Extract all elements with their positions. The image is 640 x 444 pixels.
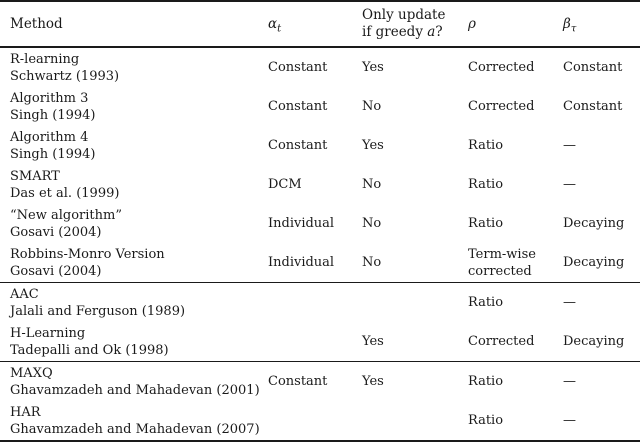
method-name: SMART [10,168,60,184]
method-citation: Gosavi (2004) [10,224,102,240]
table-row: MAXQ Ghavamzadeh and Mahadevan (2001) Co… [0,362,640,402]
col-header-method-label: Method [10,15,63,32]
rho-value: Ratio [468,216,504,231]
method-name: MAXQ [10,365,53,381]
method-cell: H-Learning Tadepalli and Ok (1998) [0,322,268,362]
greedy-update-value: Yes [362,138,384,153]
alpha-value: Individual [268,216,335,231]
alpha-value: DCM [268,177,302,192]
beta-value: Decaying [563,322,640,362]
alpha-value: Constant [268,138,328,153]
beta-value: Constant [563,99,623,114]
method-cell: MAXQ Ghavamzadeh and Mahadevan (2001) [0,362,268,402]
beta-symbol: β [563,15,571,32]
method-cell: AAC Jalali and Ferguson (1989) [0,283,268,323]
table-row: Algorithm 4 Singh (1994) Constant Yes Ra… [0,126,640,165]
method-cell: Algorithm 3 Singh (1994) [0,87,268,126]
method-cell: R-learning Schwartz (1993) [0,47,268,87]
beta-value: — [563,138,576,153]
greedy-update-value [362,401,468,441]
method-name: H-Learning [10,325,86,341]
greedy-update-value: No [362,177,382,192]
rho-value: Ratio [468,138,504,153]
greedy-action-variable: a [427,24,436,40]
method-citation: Singh (1994) [10,146,96,162]
rho-value: Corrected [468,99,535,114]
table-row: Robbins-Monro Version Gosavi (2004) Indi… [0,243,640,283]
beta-value: Decaying [563,243,640,283]
method-cell: SMART Das et al. (1999) [0,165,268,204]
table-body: R-learning Schwartz (1993) Constant Yes … [0,47,640,441]
alpha-value: Constant [268,60,328,75]
method-cell: Algorithm 4 Singh (1994) [0,126,268,165]
alpha-value: Individual [268,243,362,283]
beta-value: Constant [563,60,623,75]
greedy-update-value: Yes [362,322,468,362]
method-name: R-learning [10,51,80,67]
greedy-update-value: No [362,243,468,283]
alpha-value [268,283,362,323]
method-cell: Robbins-Monro Version Gosavi (2004) [0,243,268,283]
beta-value: Decaying [563,216,625,231]
col-header-method: Method [0,1,268,48]
beta-value: — [563,177,576,192]
rho-symbol: ρ [468,15,476,32]
method-name: Algorithm 3 [10,90,89,106]
method-citation: Singh (1994) [10,107,96,123]
beta-value: — [563,374,576,389]
method-citation: Das et al. (1999) [10,185,120,201]
method-cell: HAR Ghavamzadeh and Mahadevan (2007) [0,401,268,441]
rho-value: Corrected [468,322,563,362]
beta-value: — [563,295,576,310]
table-row: SMART Das et al. (1999) DCM No Ratio — [0,165,640,204]
method-citation: Ghavamzadeh and Mahadevan (2007) [10,421,260,437]
method-citation: Tadepalli and Ok (1998) [10,342,169,358]
rho-value: Ratio [468,177,504,192]
table-row: Algorithm 3 Singh (1994) Constant No Cor… [0,87,640,126]
method-citation: Jalali and Ferguson (1989) [10,303,186,319]
col-header-greedy-update: Only update if greedy a? [362,1,468,48]
alpha-value: Constant [268,374,328,389]
rho-value: Ratio [468,413,504,428]
table-row: “New algorithm” Gosavi (2004) Individual… [0,204,640,243]
alpha-value: Constant [268,99,328,114]
alpha-value [268,322,362,362]
rho-value: Ratio [468,374,504,389]
alpha-symbol: α [268,15,278,32]
greedy-update-value [362,283,468,323]
method-citation: Ghavamzadeh and Mahadevan (2001) [10,382,260,398]
method-name: Robbins-Monro Version [10,246,165,262]
table-row: H-Learning Tadepalli and Ok (1998) Yes C… [0,322,640,362]
beta-value: — [563,413,576,428]
col-header-beta: βτ [563,1,640,48]
greedy-update-value: Yes [362,60,384,75]
rho-value: Ratio [468,295,504,310]
method-citation: Schwartz (1993) [10,68,120,84]
beta-subscript: τ [570,23,577,35]
method-name: AAC [10,286,39,302]
rho-value: Term-wise corrected [468,243,563,283]
header-row: Method αt Only update if greedy a? ρ βτ [0,1,640,48]
greedy-header-line1: Only update [362,7,446,23]
greedy-header-line2: if greedy a? [362,24,443,40]
method-name: HAR [10,404,41,420]
table-row: R-learning Schwartz (1993) Constant Yes … [0,47,640,87]
method-cell: “New algorithm” Gosavi (2004) [0,204,268,243]
col-header-rho: ρ [468,1,563,48]
method-name: “New algorithm” [10,207,122,223]
table-row: AAC Jalali and Ferguson (1989) Ratio — [0,283,640,323]
greedy-update-value: No [362,99,382,114]
method-citation: Gosavi (2004) [10,263,102,279]
alpha-value [268,401,362,441]
alpha-subscript: t [277,23,282,35]
table-row: HAR Ghavamzadeh and Mahadevan (2007) Rat… [0,401,640,441]
greedy-update-value: Yes [362,374,384,389]
rho-value: Corrected [468,60,535,75]
method-name: Algorithm 4 [10,129,89,145]
greedy-update-value: No [362,216,382,231]
col-header-alpha: αt [268,1,362,48]
